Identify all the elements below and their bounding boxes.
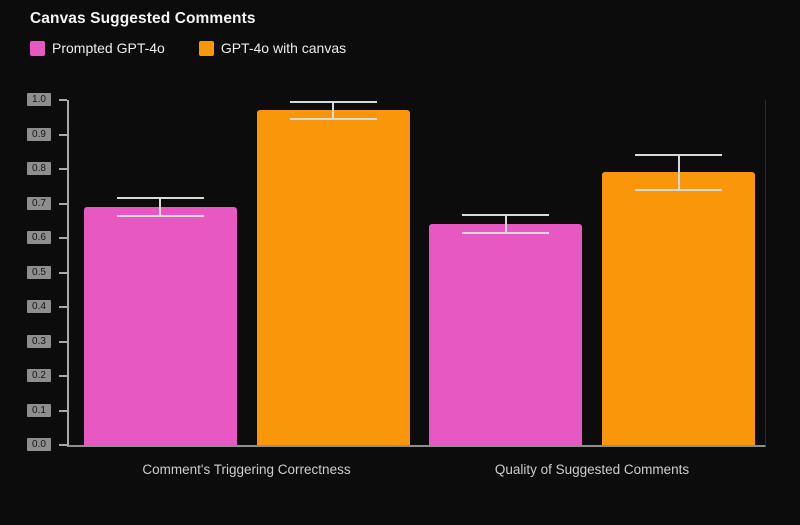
y-axis-tick-label: 0.3 — [27, 334, 51, 348]
error-bar-line — [677, 154, 680, 191]
y-axis-tick — [59, 306, 67, 308]
x-axis-category-label: Quality of Suggested Comments — [494, 462, 690, 477]
y-axis-tick-label: 0.0 — [27, 438, 51, 451]
legend-swatch-pink — [30, 40, 45, 56]
legend-label: Prompted GPT-4o — [52, 40, 165, 56]
x-axis-category-label: Comment's Triggering Correctness — [142, 462, 351, 477]
error-bar-cap — [289, 117, 377, 120]
y-axis-tick-label: 0.5 — [27, 265, 51, 279]
y-axis-tick-label: 0.8 — [27, 162, 51, 175]
bar-canvas-2 — [602, 172, 755, 445]
bar-canvas-1 — [256, 110, 410, 445]
legend-swatch-orange — [198, 40, 214, 56]
legend-item-gpt4o-with-canvas: GPT-4o with canvas — [198, 40, 347, 56]
y-axis-tick-label: 0.2 — [27, 369, 51, 382]
y-axis-tick — [59, 444, 67, 446]
error-bar-cap — [116, 215, 204, 218]
error-bar-cap — [289, 100, 377, 103]
error-bar-line — [159, 197, 161, 217]
y-axis-tick — [59, 375, 67, 377]
y-axis-tick — [59, 168, 67, 170]
error-bar-cap — [462, 214, 549, 217]
y-axis-tick — [59, 271, 67, 274]
y-axis-tick-label: 0.9 — [27, 127, 51, 141]
y-axis-tick-label: 1.0 — [27, 93, 51, 106]
legend-label: GPT-4o with canvas — [220, 40, 347, 56]
bar-prompted-1 — [83, 206, 237, 445]
error-bar-cap — [116, 196, 204, 199]
y-axis-tick — [59, 409, 67, 412]
error-bar-cap — [635, 153, 722, 156]
y-axis-tick-label: 0.1 — [27, 403, 51, 417]
y-axis-tick — [59, 99, 67, 101]
error-bar-line — [332, 101, 334, 119]
y-axis-tick — [59, 133, 67, 136]
legend: Prompted GPT-4o GPT-4o with canvas — [30, 40, 380, 56]
error-bar-line — [504, 215, 507, 234]
y-axis-tick-label: 0.6 — [27, 231, 51, 244]
y-axis-tick — [59, 237, 67, 239]
legend-item-prompted-gpt4o: Prompted GPT-4o — [30, 40, 165, 56]
y-axis-tick — [59, 202, 67, 205]
error-bar-cap — [635, 189, 722, 192]
bar-prompted-2 — [429, 224, 582, 445]
y-axis-tick-label: 0.4 — [27, 300, 51, 313]
y-axis-tick-label: 0.7 — [27, 196, 51, 210]
plot-area: 0.0 0.1 0.2 0.3 0.4 0.5 0.6 0.7 0.8 0.9 1.0 Comment… — [27, 93, 766, 477]
error-bar-cap — [462, 232, 549, 235]
y-axis-tick — [59, 340, 67, 343]
chart-title: Canvas Suggested Comments — [30, 10, 256, 27]
